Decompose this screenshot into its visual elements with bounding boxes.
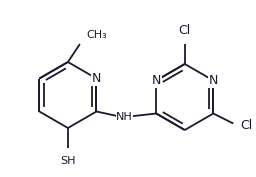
Text: N: N <box>152 74 161 87</box>
Text: CH₃: CH₃ <box>86 30 107 40</box>
Text: Cl: Cl <box>179 24 191 37</box>
Text: N: N <box>92 72 101 85</box>
Text: NH: NH <box>116 112 133 121</box>
Text: SH: SH <box>60 156 76 166</box>
Text: N: N <box>209 74 218 87</box>
Text: Cl: Cl <box>240 119 253 132</box>
